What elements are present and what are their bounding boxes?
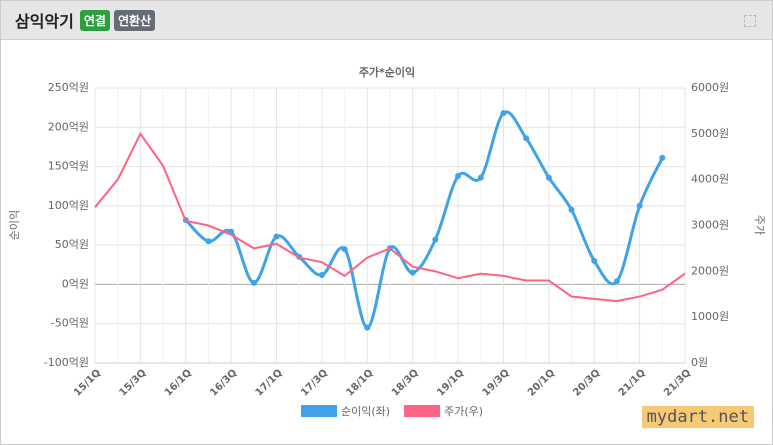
x-tick-label: 19/1Q — [435, 367, 466, 398]
y2-tick-label: 6000원 — [691, 81, 729, 94]
y-tick-label: -100억원 — [44, 356, 89, 369]
y2-tick-label: 1000원 — [691, 310, 729, 323]
chart-title: 주가*순이익 — [359, 65, 415, 79]
data-point — [318, 272, 325, 278]
y2-tick-label: 2000원 — [691, 264, 729, 277]
data-point — [523, 135, 530, 142]
expand-icon[interactable] — [744, 15, 756, 27]
x-tick-label: 17/1Q — [254, 367, 285, 398]
badge[interactable]: 연결 — [79, 9, 110, 31]
y2-axis-label: 주가 — [753, 215, 766, 235]
series-line — [184, 110, 664, 330]
x-tick-label: 19/3Q — [481, 367, 512, 398]
x-tick-label: 20/1Q — [526, 367, 557, 398]
legend-swatch — [404, 405, 441, 417]
y-tick-label: 150억원 — [48, 160, 89, 173]
x-tick-label: 20/3Q — [571, 367, 602, 398]
legend-swatch — [301, 405, 337, 417]
data-point — [568, 206, 575, 213]
y2-tick-label: 5000원 — [691, 127, 729, 140]
data-point — [659, 154, 666, 161]
y-tick-label: 250억원 — [48, 81, 89, 94]
data-point — [636, 202, 643, 209]
legend-label: 순이익(좌) — [341, 405, 390, 418]
panel-header: 삼익악기 연결 연환산 — [1, 1, 772, 40]
chart: 주가*순이익 순이익 주가 -100억원 -50억원 0억원 50억원 100억원 150… — [8, 65, 766, 418]
x-tick-label: 18/3Q — [390, 367, 421, 398]
watermark: mydart.net — [641, 406, 754, 428]
data-point — [341, 246, 348, 253]
data-point — [477, 174, 484, 181]
data-point — [432, 236, 439, 243]
x-tick-label: 16/1Q — [163, 367, 194, 398]
x-tick-label: 15/1Q — [72, 367, 103, 398]
y-tick-label: 100억원 — [48, 199, 89, 212]
x-tick-label: 17/3Q — [299, 367, 330, 398]
data-point — [591, 257, 598, 264]
data-point — [409, 269, 416, 276]
x-tick-label: 21/1Q — [617, 367, 648, 398]
data-point — [205, 238, 212, 245]
data-point — [273, 233, 280, 240]
data-point — [613, 278, 620, 285]
y2-tick-label: 4000원 — [691, 173, 729, 186]
y2-tick-label: 3000원 — [691, 219, 729, 232]
y2-tick-label: 0원 — [691, 356, 708, 369]
x-tick-label: 15/3Q — [117, 367, 148, 398]
data-point — [364, 324, 371, 331]
data-point — [545, 174, 552, 181]
series-line — [94, 131, 686, 303]
badge[interactable]: 연환산 — [113, 9, 156, 31]
x-tick-label: 21/3Q — [662, 367, 693, 398]
data-point — [455, 173, 462, 179]
x-tick-label: 18/1Q — [344, 367, 375, 398]
y-tick-label: 200억원 — [48, 120, 89, 133]
y-tick-label: -50억원 — [51, 317, 89, 330]
y-tick-label: 50억원 — [55, 238, 89, 251]
data-point — [500, 110, 507, 117]
y-tick-label: 0억원 — [62, 277, 89, 290]
y-axis-label: 순이익 — [8, 210, 21, 240]
data-point — [250, 279, 257, 286]
legend-label: 주가(우) — [444, 405, 483, 418]
x-tick-label: 16/3Q — [208, 367, 239, 398]
company-title: 삼익악기 — [15, 12, 74, 31]
